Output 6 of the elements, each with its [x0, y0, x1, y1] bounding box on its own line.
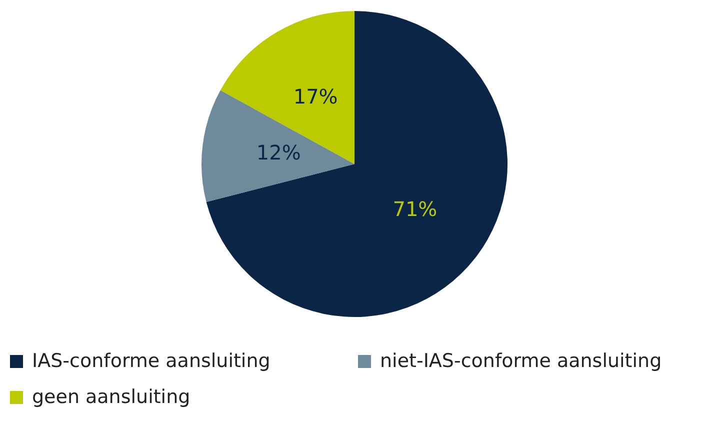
data-label: 71% [392, 197, 438, 222]
data-label: 17% [293, 84, 338, 108]
legend-label: niet-IAS-conforme aansluiting [380, 350, 662, 372]
legend-label: geen aansluiting [32, 386, 190, 408]
data-label: 12% [256, 140, 301, 165]
legend-label: IAS-conforme aansluiting [32, 350, 270, 372]
